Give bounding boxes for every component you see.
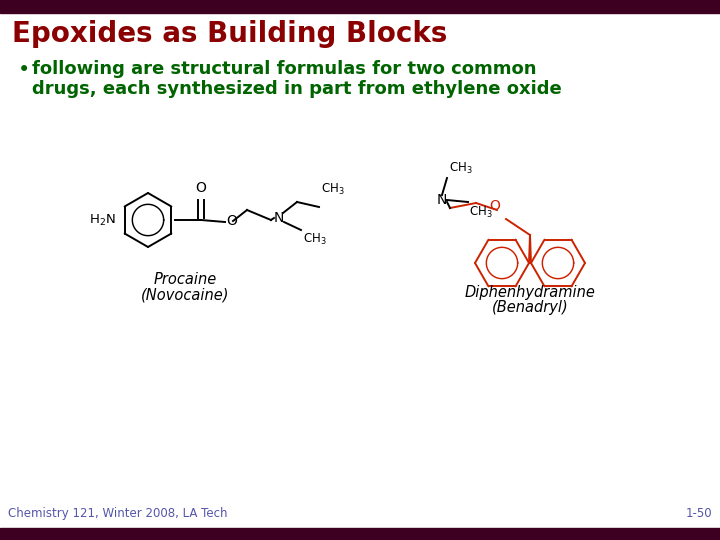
Text: Epoxides as Building Blocks: Epoxides as Building Blocks — [12, 20, 447, 48]
Text: $\mathregular{CH_3}$: $\mathregular{CH_3}$ — [303, 232, 327, 247]
Text: Chemistry 121, Winter 2008, LA Tech: Chemistry 121, Winter 2008, LA Tech — [8, 507, 228, 520]
Text: N: N — [274, 211, 284, 225]
Text: Procaine: Procaine — [153, 272, 217, 287]
Text: (Novocaine): (Novocaine) — [140, 287, 229, 302]
Text: Diphenhydramine: Diphenhydramine — [464, 285, 595, 300]
Text: O: O — [226, 214, 237, 228]
Text: $\mathregular{CH_3}$: $\mathregular{CH_3}$ — [321, 182, 345, 197]
Text: $\mathregular{H_2N}$: $\mathregular{H_2N}$ — [89, 212, 116, 227]
Text: 1-50: 1-50 — [685, 507, 712, 520]
Text: N: N — [437, 193, 447, 207]
Text: drugs, each synthesized in part from ethylene oxide: drugs, each synthesized in part from eth… — [32, 80, 562, 98]
Text: (Benadryl): (Benadryl) — [492, 300, 568, 315]
Bar — [0, 528, 720, 540]
Text: O: O — [196, 181, 207, 195]
Text: $\mathregular{CH_3}$: $\mathregular{CH_3}$ — [449, 161, 473, 176]
Text: following are structural formulas for two common: following are structural formulas for tw… — [32, 60, 536, 78]
Bar — [0, 0, 720, 13]
Text: O: O — [489, 199, 500, 213]
Text: •: • — [18, 60, 30, 80]
Text: $\mathregular{CH_3}$: $\mathregular{CH_3}$ — [469, 205, 492, 220]
